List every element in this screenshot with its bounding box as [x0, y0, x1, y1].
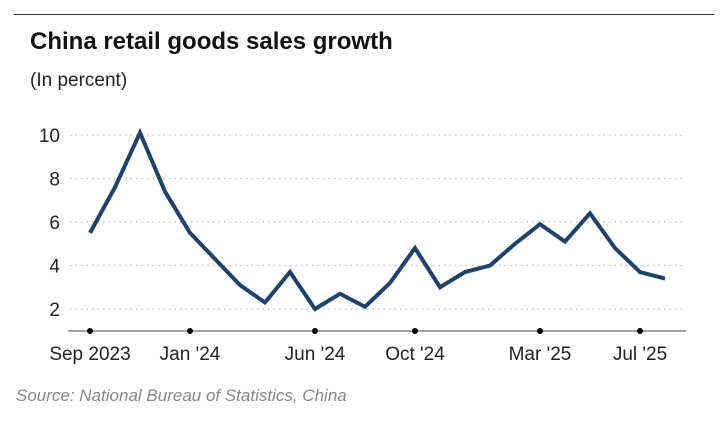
y-tick-label: 6 — [49, 213, 60, 234]
x-tick-dot — [312, 328, 318, 334]
x-tick-dot — [87, 328, 93, 334]
x-tick-label: Oct '24 — [385, 344, 445, 365]
y-tick-label: 8 — [49, 170, 60, 191]
x-tick-dot — [412, 328, 418, 334]
source-note: Source: National Bureau of Statistics, C… — [16, 386, 347, 405]
x-tick-label: Jul '25 — [613, 344, 667, 365]
y-tick-label: 4 — [49, 257, 60, 278]
x-tick-label: Jan '24 — [160, 344, 221, 365]
chart-title: China retail goods sales growth — [30, 28, 393, 55]
y-tick-label: 2 — [49, 300, 60, 321]
y-tick-label: 10 — [39, 126, 60, 147]
x-tick-dot — [537, 328, 543, 334]
x-tick-label: Sep 2023 — [49, 344, 130, 365]
x-tick-label: Jun '24 — [285, 344, 346, 365]
x-tick-label: Mar '25 — [509, 344, 572, 365]
x-tick-dot — [187, 328, 193, 334]
x-tick-dot — [637, 328, 643, 334]
top-rule — [14, 14, 714, 15]
series-line — [88, 127, 666, 312]
chart-subtitle: (In percent) — [30, 70, 128, 91]
